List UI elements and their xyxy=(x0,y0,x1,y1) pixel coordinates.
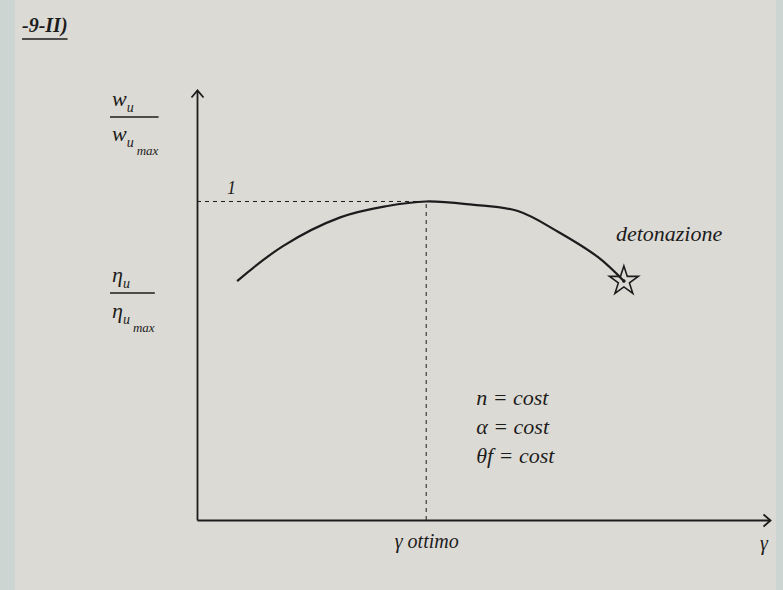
end-marker xyxy=(609,266,638,294)
fraction-numerator: wu xyxy=(112,86,134,115)
label-base: η xyxy=(112,262,123,287)
chart-svg: -9-II)1γ ottimoγwuwumaxηuηumaxdetonazion… xyxy=(0,0,783,590)
end-label: detonazione xyxy=(616,221,723,246)
label-base: w xyxy=(112,86,127,111)
grid xyxy=(197,201,426,520)
fraction-denominator: ηumax xyxy=(112,298,155,335)
y-tick-label: 1 xyxy=(227,178,236,198)
annotation: n = cost xyxy=(476,385,549,410)
label-sub: u xyxy=(123,312,130,327)
x-axis-line xyxy=(198,520,771,522)
x-tick: γ ottimo xyxy=(395,520,459,553)
label-sub: u xyxy=(127,135,134,150)
grid-line-x xyxy=(426,201,427,520)
fraction-bar xyxy=(110,292,155,294)
grid-line-y xyxy=(197,201,426,202)
fraction-numerator: ηu xyxy=(112,262,130,291)
x-axis: γ ottimo xyxy=(198,520,771,553)
label-base: w xyxy=(112,121,127,146)
label-subsub: max xyxy=(133,320,155,335)
end-marker-dot xyxy=(622,279,626,283)
title-underline xyxy=(22,38,68,40)
label-base: η xyxy=(112,298,123,323)
chart-root: -9-II)1γ ottimoγwuwumaxηuηumaxdetonazion… xyxy=(0,0,783,590)
x-tick-label: γ ottimo xyxy=(395,530,459,553)
label-subsub: max xyxy=(137,143,159,158)
y-tick: 1 xyxy=(197,178,236,202)
curve xyxy=(237,201,624,281)
fraction-bar xyxy=(110,116,159,118)
label-sub: u xyxy=(127,100,134,115)
annotation: α = cost xyxy=(476,414,550,439)
x-axis-title: γ xyxy=(760,532,769,555)
plot-area xyxy=(237,201,638,293)
label-sub: u xyxy=(123,276,130,291)
y-axis-title: ηuηumax xyxy=(110,262,155,335)
y-axis-line xyxy=(197,91,199,521)
annotation: θf = cost xyxy=(476,443,555,468)
fraction-denominator: wumax xyxy=(112,121,159,158)
title: -9-II) xyxy=(22,14,68,37)
y-axis-title: wuwumax xyxy=(110,86,159,158)
paper xyxy=(15,0,776,590)
y-axis: 1 xyxy=(197,91,236,521)
